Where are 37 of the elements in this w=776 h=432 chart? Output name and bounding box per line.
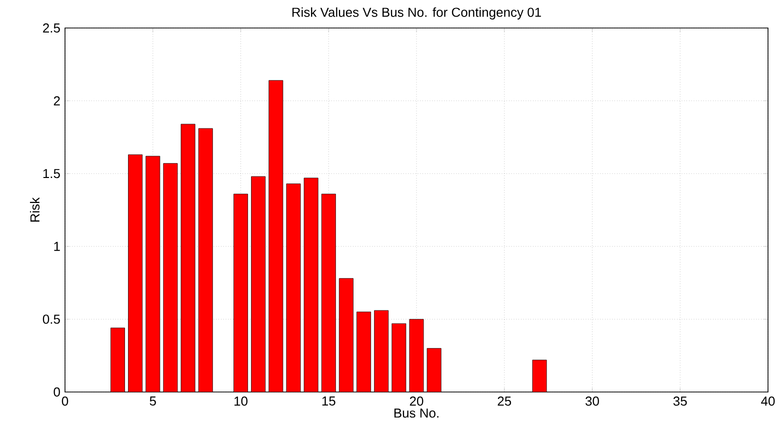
bar xyxy=(426,348,442,392)
bar xyxy=(374,310,389,392)
bar xyxy=(338,278,354,392)
bar xyxy=(198,128,213,392)
x-tick-label: 40 xyxy=(761,396,775,406)
bar xyxy=(286,184,301,392)
x-tick-label: 0 xyxy=(62,396,68,406)
x-tick-label: 25 xyxy=(498,396,512,406)
bar xyxy=(356,312,372,392)
y-tick-label: 1 xyxy=(54,242,60,251)
bar xyxy=(234,194,248,392)
x-tick-label: 15 xyxy=(322,396,336,406)
bar xyxy=(392,323,406,392)
bar xyxy=(163,163,178,392)
chart-title: Risk Values Vs Bus No. for Contingency 01 xyxy=(292,7,541,20)
y-axis-title: Risk xyxy=(30,197,40,222)
bar xyxy=(532,360,547,392)
bar xyxy=(128,154,143,392)
y-tick-label: 2.5 xyxy=(43,23,60,33)
bar xyxy=(251,176,266,392)
bar xyxy=(304,178,318,392)
y-tick-label: 1.5 xyxy=(43,169,60,178)
x-tick-label: 5 xyxy=(150,396,156,406)
bar xyxy=(146,156,160,392)
x-tick-label: 30 xyxy=(586,396,599,406)
y-tick-label: 0 xyxy=(54,387,60,397)
x-tick-label: 20 xyxy=(410,396,424,406)
x-axis-title: Bus No. xyxy=(394,408,438,418)
bar xyxy=(268,80,284,392)
bar xyxy=(180,124,196,392)
y-tick-label: 0.5 xyxy=(42,314,60,324)
x-tick-label: 35 xyxy=(673,396,687,406)
bar xyxy=(409,319,424,392)
x-tick-label: 10 xyxy=(234,396,248,406)
bar xyxy=(321,194,336,392)
y-tick-label: 2 xyxy=(54,96,60,106)
bar xyxy=(110,328,125,392)
